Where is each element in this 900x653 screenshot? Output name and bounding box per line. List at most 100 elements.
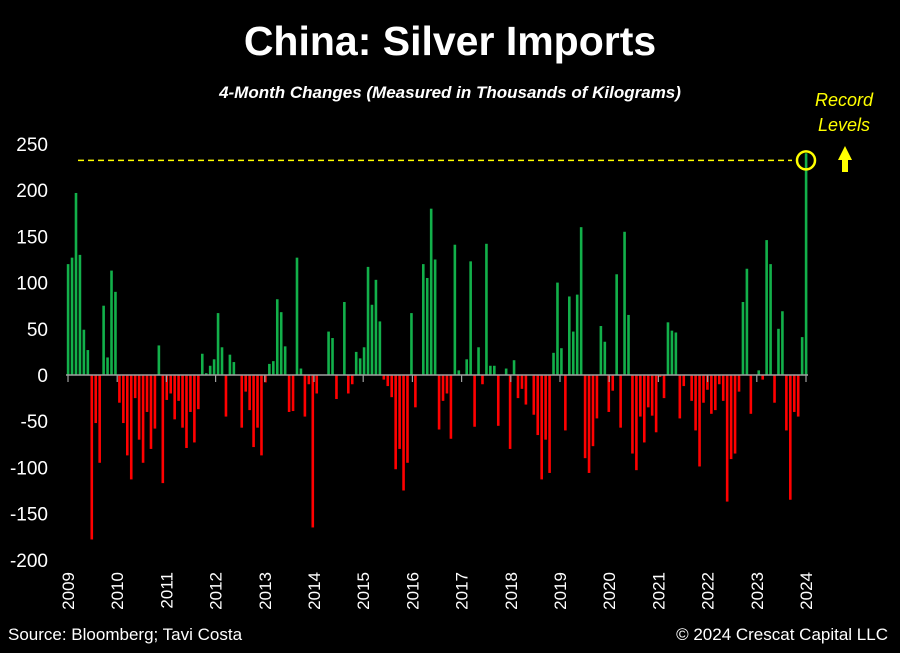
bar	[615, 274, 618, 375]
bar	[125, 375, 129, 456]
up-arrow-icon	[838, 146, 852, 172]
bar	[78, 254, 82, 375]
bar	[149, 375, 153, 449]
bar	[544, 375, 547, 440]
bar	[639, 375, 642, 417]
bar	[374, 279, 378, 375]
bar	[441, 375, 445, 401]
bar	[295, 257, 299, 375]
y-tick-label: -200	[10, 551, 48, 572]
bar	[508, 375, 512, 449]
bar	[291, 375, 295, 412]
bar	[200, 353, 204, 375]
bar	[698, 375, 701, 467]
bar	[532, 375, 536, 415]
bar	[287, 375, 291, 412]
chart-subtitle: 4-Month Changes (Measured in Thousands o…	[219, 83, 681, 102]
x-tick-label: 2013	[256, 572, 275, 610]
bar	[575, 294, 579, 375]
bar	[603, 341, 607, 375]
record-circle-marker	[795, 150, 817, 171]
bar	[485, 243, 488, 375]
y-tick-label: 250	[16, 135, 48, 156]
bar	[145, 375, 149, 412]
bar	[244, 375, 247, 392]
bar	[240, 375, 244, 428]
bar	[185, 375, 188, 448]
bar	[611, 375, 615, 391]
bar	[358, 358, 362, 375]
bar	[560, 348, 563, 375]
bar	[429, 208, 433, 375]
bar	[386, 375, 390, 387]
bar	[189, 375, 192, 412]
bar	[781, 311, 784, 375]
bar	[177, 375, 180, 401]
bar	[548, 375, 551, 473]
bar	[74, 192, 78, 375]
bar	[769, 264, 772, 375]
bar	[473, 375, 476, 427]
bar	[311, 375, 315, 528]
bar	[366, 266, 370, 375]
bar	[232, 362, 236, 375]
bar	[564, 375, 567, 431]
bar	[102, 305, 105, 375]
bar	[646, 375, 650, 408]
bar	[181, 375, 184, 428]
bar	[165, 375, 169, 400]
bar	[721, 375, 725, 401]
y-tick-label: -50	[21, 412, 48, 433]
bar	[568, 296, 571, 375]
record-levels-annotation: Record	[815, 90, 874, 110]
bar	[717, 375, 721, 385]
bar	[481, 375, 484, 385]
bar	[556, 282, 559, 375]
y-tick-label: 150	[16, 227, 48, 248]
bar	[390, 375, 394, 398]
bar	[765, 240, 768, 375]
bar	[477, 347, 480, 375]
bar	[425, 277, 429, 375]
bar	[465, 359, 468, 375]
bar	[666, 322, 670, 375]
bar	[153, 375, 157, 429]
bar	[224, 375, 228, 417]
bar	[90, 375, 94, 540]
bar	[571, 331, 575, 375]
bar	[354, 351, 358, 375]
bar	[421, 264, 425, 375]
bar	[785, 375, 788, 431]
bar	[733, 375, 737, 454]
bar	[283, 346, 287, 375]
bar	[729, 375, 733, 460]
bar	[66, 264, 70, 375]
bar	[299, 368, 303, 375]
bar	[650, 375, 654, 416]
y-tick-label: 100	[16, 274, 48, 295]
bar	[394, 375, 397, 470]
bar	[272, 361, 275, 375]
bar	[350, 375, 354, 385]
bar	[749, 375, 753, 414]
bar	[587, 375, 591, 473]
chart-title: China: Silver Imports	[243, 18, 657, 64]
bar	[777, 328, 780, 375]
bar	[307, 375, 311, 385]
bar	[619, 375, 622, 428]
x-tick-label: 2018	[502, 572, 521, 610]
bar	[796, 375, 800, 417]
bar	[642, 375, 646, 443]
x-tick-label: 2017	[453, 572, 472, 610]
bar	[706, 375, 709, 390]
bar	[504, 368, 508, 375]
bar	[264, 375, 267, 383]
bar	[607, 375, 611, 412]
x-tick-label: 2019	[551, 572, 570, 610]
source-note: Source: Bloomberg; Tavi Costa	[8, 625, 243, 644]
bar	[512, 360, 516, 375]
bar	[114, 291, 117, 375]
bar	[690, 375, 693, 401]
bar	[453, 244, 457, 375]
